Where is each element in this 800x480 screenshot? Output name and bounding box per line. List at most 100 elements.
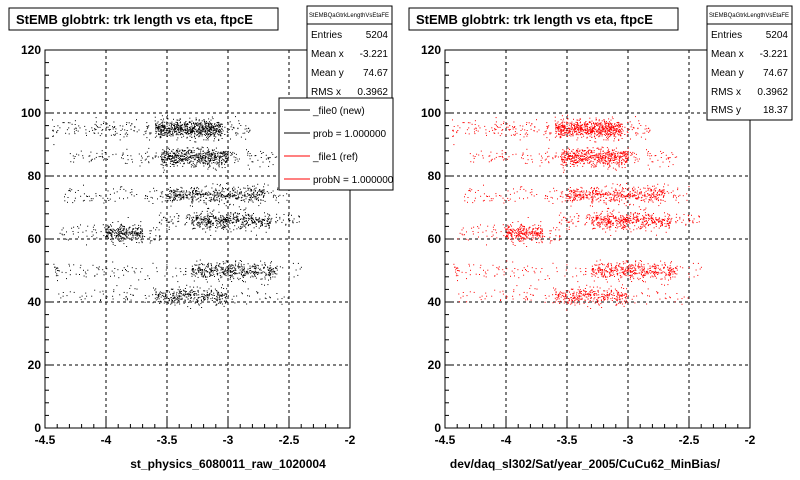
scatter-point (94, 132, 96, 134)
scatter-point (167, 132, 169, 134)
scatter-point (636, 158, 638, 160)
scatter-point (190, 273, 192, 275)
x-tick-label: -4 (101, 433, 112, 447)
scatter-point (179, 150, 181, 152)
scatter-point (177, 162, 179, 163)
scatter-point (94, 128, 96, 130)
scatter-point (238, 272, 240, 274)
scatter-point (163, 171, 165, 173)
scatter-point (171, 300, 173, 302)
scatter-point (173, 124, 175, 126)
scatter-point (116, 191, 118, 193)
scatter-point (572, 134, 574, 136)
scatter-point (204, 274, 205, 276)
scatter-point (135, 268, 137, 270)
scatter-point (236, 197, 238, 199)
scatter-point (179, 289, 181, 291)
x-tick-label: -4.5 (35, 433, 56, 447)
scatter-point (278, 202, 280, 204)
scatter-point (264, 193, 265, 195)
scatter-point (202, 193, 204, 195)
scatter-point (163, 124, 165, 126)
scatter-point (640, 125, 642, 126)
scatter-point (257, 220, 259, 222)
scatter-point (611, 116, 613, 118)
scatter-point (226, 158, 228, 160)
scatter-point (168, 156, 170, 157)
scatter-point (274, 276, 276, 278)
scatter-point (601, 123, 603, 125)
scatter-point (182, 195, 184, 197)
scatter-point (277, 187, 279, 189)
scatter-point (112, 228, 114, 230)
scatter-point (158, 298, 160, 300)
scatter-point (163, 126, 165, 128)
scatter-point (222, 215, 224, 217)
scatter-point (183, 159, 185, 161)
scatter-point (249, 295, 250, 297)
scatter-point (229, 203, 231, 205)
scatter-point (647, 154, 649, 156)
scatter-point (122, 225, 124, 227)
scatter-point (91, 236, 93, 237)
scatter-point (175, 267, 177, 269)
scatter-point (504, 158, 506, 160)
scatter-point (207, 271, 209, 273)
scatter-point (176, 199, 178, 201)
scatter-point (182, 193, 184, 195)
scatter-point (57, 125, 59, 127)
scatter-point (556, 128, 558, 130)
scatter-point (132, 231, 134, 233)
scatter-point (210, 271, 212, 273)
scatter-point (200, 222, 202, 224)
scatter-point (186, 131, 188, 133)
scatter-point (222, 225, 224, 227)
scatter-point (588, 158, 590, 160)
scatter-point (265, 298, 267, 300)
scatter-point (149, 133, 151, 135)
scatter-point (236, 228, 238, 230)
scatter-point (559, 136, 561, 138)
scatter-point (124, 234, 126, 236)
scatter-point (186, 215, 188, 217)
scatter-point (190, 132, 191, 134)
scatter-point (82, 155, 84, 157)
scatter-point (194, 294, 196, 296)
scatter-point (62, 122, 64, 124)
scatter-point (179, 125, 181, 127)
scatter-point (184, 194, 186, 196)
scatter-point (117, 229, 119, 231)
scatter-point (235, 198, 237, 200)
scatter-point (292, 262, 294, 264)
scatter-point (175, 121, 177, 123)
scatter-point (165, 151, 167, 153)
scatter-point (239, 188, 241, 190)
scatter-point (146, 122, 148, 124)
scatter-point (257, 200, 259, 202)
scatter-point (212, 153, 214, 155)
scatter-point (164, 133, 166, 135)
scatter-point (243, 194, 245, 196)
scatter-point (136, 232, 138, 233)
scatter-point (194, 297, 196, 299)
scatter-point (635, 116, 636, 118)
scatter-point (226, 288, 228, 290)
scatter-point (231, 298, 233, 300)
scatter-point (166, 294, 168, 296)
scatter-point (227, 270, 229, 272)
scatter-point (499, 126, 501, 128)
scatter-point (224, 274, 226, 276)
scatter-point (203, 194, 205, 196)
scatter-point (192, 205, 193, 207)
scatter-point (160, 132, 162, 134)
scatter-point (647, 151, 649, 152)
scatter-point (249, 190, 251, 192)
scatter-point (109, 226, 110, 228)
scatter-point (108, 200, 110, 201)
scatter-point (217, 269, 219, 271)
scatter-point (579, 134, 581, 136)
scatter-point (192, 300, 194, 302)
scatter-point (228, 215, 230, 217)
scatter-point (210, 153, 212, 155)
scatter-point (620, 132, 622, 134)
